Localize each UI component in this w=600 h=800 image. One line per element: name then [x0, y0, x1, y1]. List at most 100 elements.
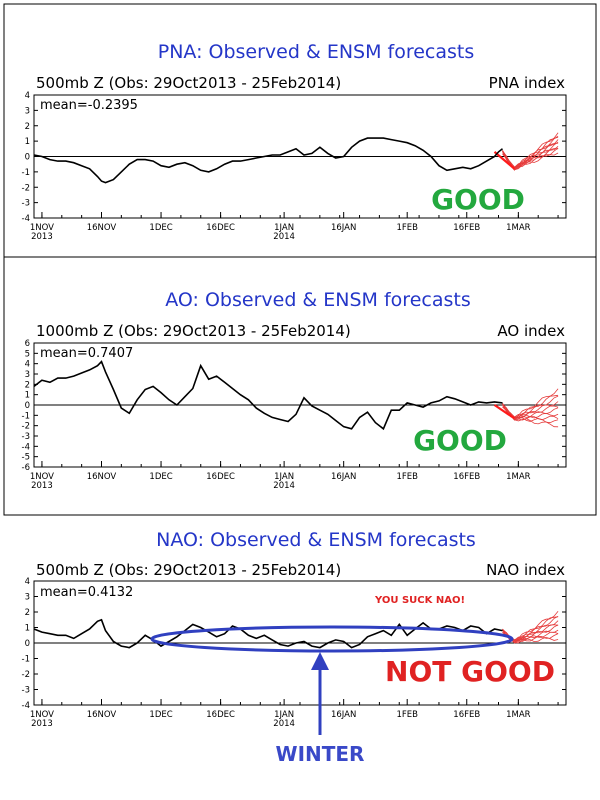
forecast-member-line [502, 136, 559, 168]
winter-arrow-head [311, 652, 329, 670]
y-tick-label: 0 [25, 401, 30, 411]
x-tick-label: 16NOV [87, 472, 117, 482]
y-tick-label: 6 [25, 339, 30, 349]
ao-subtitle-right: AO index [497, 322, 565, 340]
x-tick-label: 16NOV [87, 710, 117, 720]
y-tick-label: 5 [25, 349, 30, 359]
x-tick-label: 1DEC [149, 710, 172, 720]
pna-y-axis: 4 3 2 1 0 -1 -2 -3 -4 [22, 91, 566, 224]
pna-panel: PNA: Observed & ENSM forecasts 500mb Z (… [22, 41, 567, 242]
x-tick-label: 16DEC [206, 472, 235, 482]
pna-mean-label: mean=-0.2395 [40, 98, 138, 113]
x-tick-label: 1MAR [506, 223, 531, 233]
x-tick-label: 1JAN [274, 472, 294, 482]
y-tick-label: 2 [25, 608, 30, 618]
x-tick-label: 16DEC [206, 710, 235, 720]
x-tick-label: 16FEB [453, 223, 480, 233]
y-tick-label: 1 [25, 137, 30, 147]
y-tick-label: -1 [22, 411, 30, 421]
x-tick-label: 1DEC [149, 472, 172, 482]
ao-observed-line [33, 360, 503, 431]
y-tick-label: -2 [22, 422, 30, 432]
nao-panel: NAO: Observed & ENSM forecasts 500mb Z (… [22, 529, 567, 766]
x-tick-label: 1FEB [396, 472, 418, 482]
y-tick-label: 0 [25, 153, 30, 163]
x-tick-label-year: 2014 [273, 481, 295, 491]
pna-title: PNA: Observed & ENSM forecasts [158, 41, 475, 63]
ao-panel: AO: Observed & ENSM forecasts 1000mb Z (… [22, 289, 567, 491]
y-tick-label: 1 [25, 624, 30, 634]
x-tick-label: 1JAN [274, 710, 294, 720]
y-tick-label: 4 [25, 91, 30, 101]
y-tick-label: -2 [22, 670, 30, 680]
x-tick-label: 1NOV [30, 223, 54, 233]
x-tick-label: 1NOV [30, 472, 54, 482]
nao-subtitle-right: NAO index [486, 561, 565, 579]
y-tick-label: 2 [25, 380, 30, 390]
panel-frame-ao [3, 256, 597, 516]
x-tick-label: 16JAN [331, 710, 356, 720]
nao-observed-line [33, 618, 503, 649]
pna-subtitle-right: PNA index [489, 74, 565, 92]
ao-forecast-members [502, 388, 559, 428]
nao-mean-label: mean=0.4132 [40, 585, 133, 600]
y-tick-label: 4 [25, 577, 30, 587]
y-tick-label: -5 [22, 453, 30, 463]
x-tick-label: 16FEB [453, 710, 480, 720]
x-tick-label: 16JAN [331, 223, 356, 233]
x-tick-label: 1NOV [30, 710, 54, 720]
y-tick-label: 2 [25, 122, 30, 132]
x-tick-label: 16NOV [87, 223, 117, 233]
nao-title: NAO: Observed & ENSM forecasts [156, 529, 476, 551]
forecast-member-line [502, 394, 559, 418]
pna-observed-line [33, 137, 503, 184]
winter-ellipse [150, 625, 514, 653]
ao-title: AO: Observed & ENSM forecasts [165, 289, 470, 311]
y-tick-label: -3 [22, 199, 30, 209]
x-tick-label: 1DEC [149, 223, 172, 233]
y-tick-label: 1 [25, 391, 30, 401]
y-tick-label: -1 [22, 655, 30, 665]
x-tick-label: 1FEB [396, 710, 418, 720]
x-tick-label: 1FEB [396, 223, 418, 233]
x-tick-label: 1MAR [506, 472, 531, 482]
y-tick-label: -4 [22, 701, 30, 711]
ao-verdict-label: GOOD [413, 424, 507, 457]
x-tick-label: 16DEC [206, 223, 235, 233]
y-tick-label: 3 [25, 593, 30, 603]
x-tick-label: 16JAN [331, 472, 356, 482]
nao-y-axis: 4 3 2 1 0 -1 -2 -3 -4 [22, 577, 566, 711]
x-tick-label: 1MAR [506, 710, 531, 720]
nao-subtitle-left: 500mb Z (Obs: 29Oct2013 - 25Feb2014) [36, 561, 341, 579]
winter-label: WINTER [276, 742, 365, 766]
y-tick-label: -3 [22, 432, 30, 442]
y-tick-label: -2 [22, 183, 30, 193]
nao-verdict-label: NOT GOOD [385, 655, 555, 688]
y-tick-label: 3 [25, 370, 30, 380]
x-tick-label-year: 2013 [31, 719, 53, 729]
x-tick-label: 1JAN [274, 223, 294, 233]
ao-subtitle-left: 1000mb Z (Obs: 29Oct2013 - 25Feb2014) [36, 322, 351, 340]
pna-verdict-label: GOOD [431, 183, 525, 216]
y-tick-label: 3 [25, 106, 30, 116]
y-tick-label: -3 [22, 686, 30, 696]
ao-mean-label: mean=0.7407 [40, 346, 133, 361]
x-tick-label: 16FEB [453, 472, 480, 482]
y-tick-label: -4 [22, 442, 30, 452]
pna-subtitle-left: 500mb Z (Obs: 29Oct2013 - 25Feb2014) [36, 74, 341, 92]
x-tick-label-year: 2013 [31, 232, 53, 242]
y-tick-label: -1 [22, 168, 30, 178]
x-tick-label-year: 2014 [273, 719, 295, 729]
x-tick-label-year: 2013 [31, 481, 53, 491]
y-tick-label: 4 [25, 360, 30, 370]
ao-forecast-trend [493, 404, 516, 420]
x-tick-label-year: 2014 [273, 232, 295, 242]
y-tick-label: -4 [22, 214, 30, 224]
pna-forecast-trend [493, 151, 516, 170]
y-tick-label: -6 [22, 463, 30, 473]
